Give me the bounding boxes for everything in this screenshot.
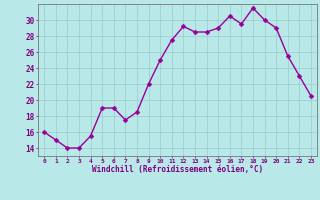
- X-axis label: Windchill (Refroidissement éolien,°C): Windchill (Refroidissement éolien,°C): [92, 165, 263, 174]
